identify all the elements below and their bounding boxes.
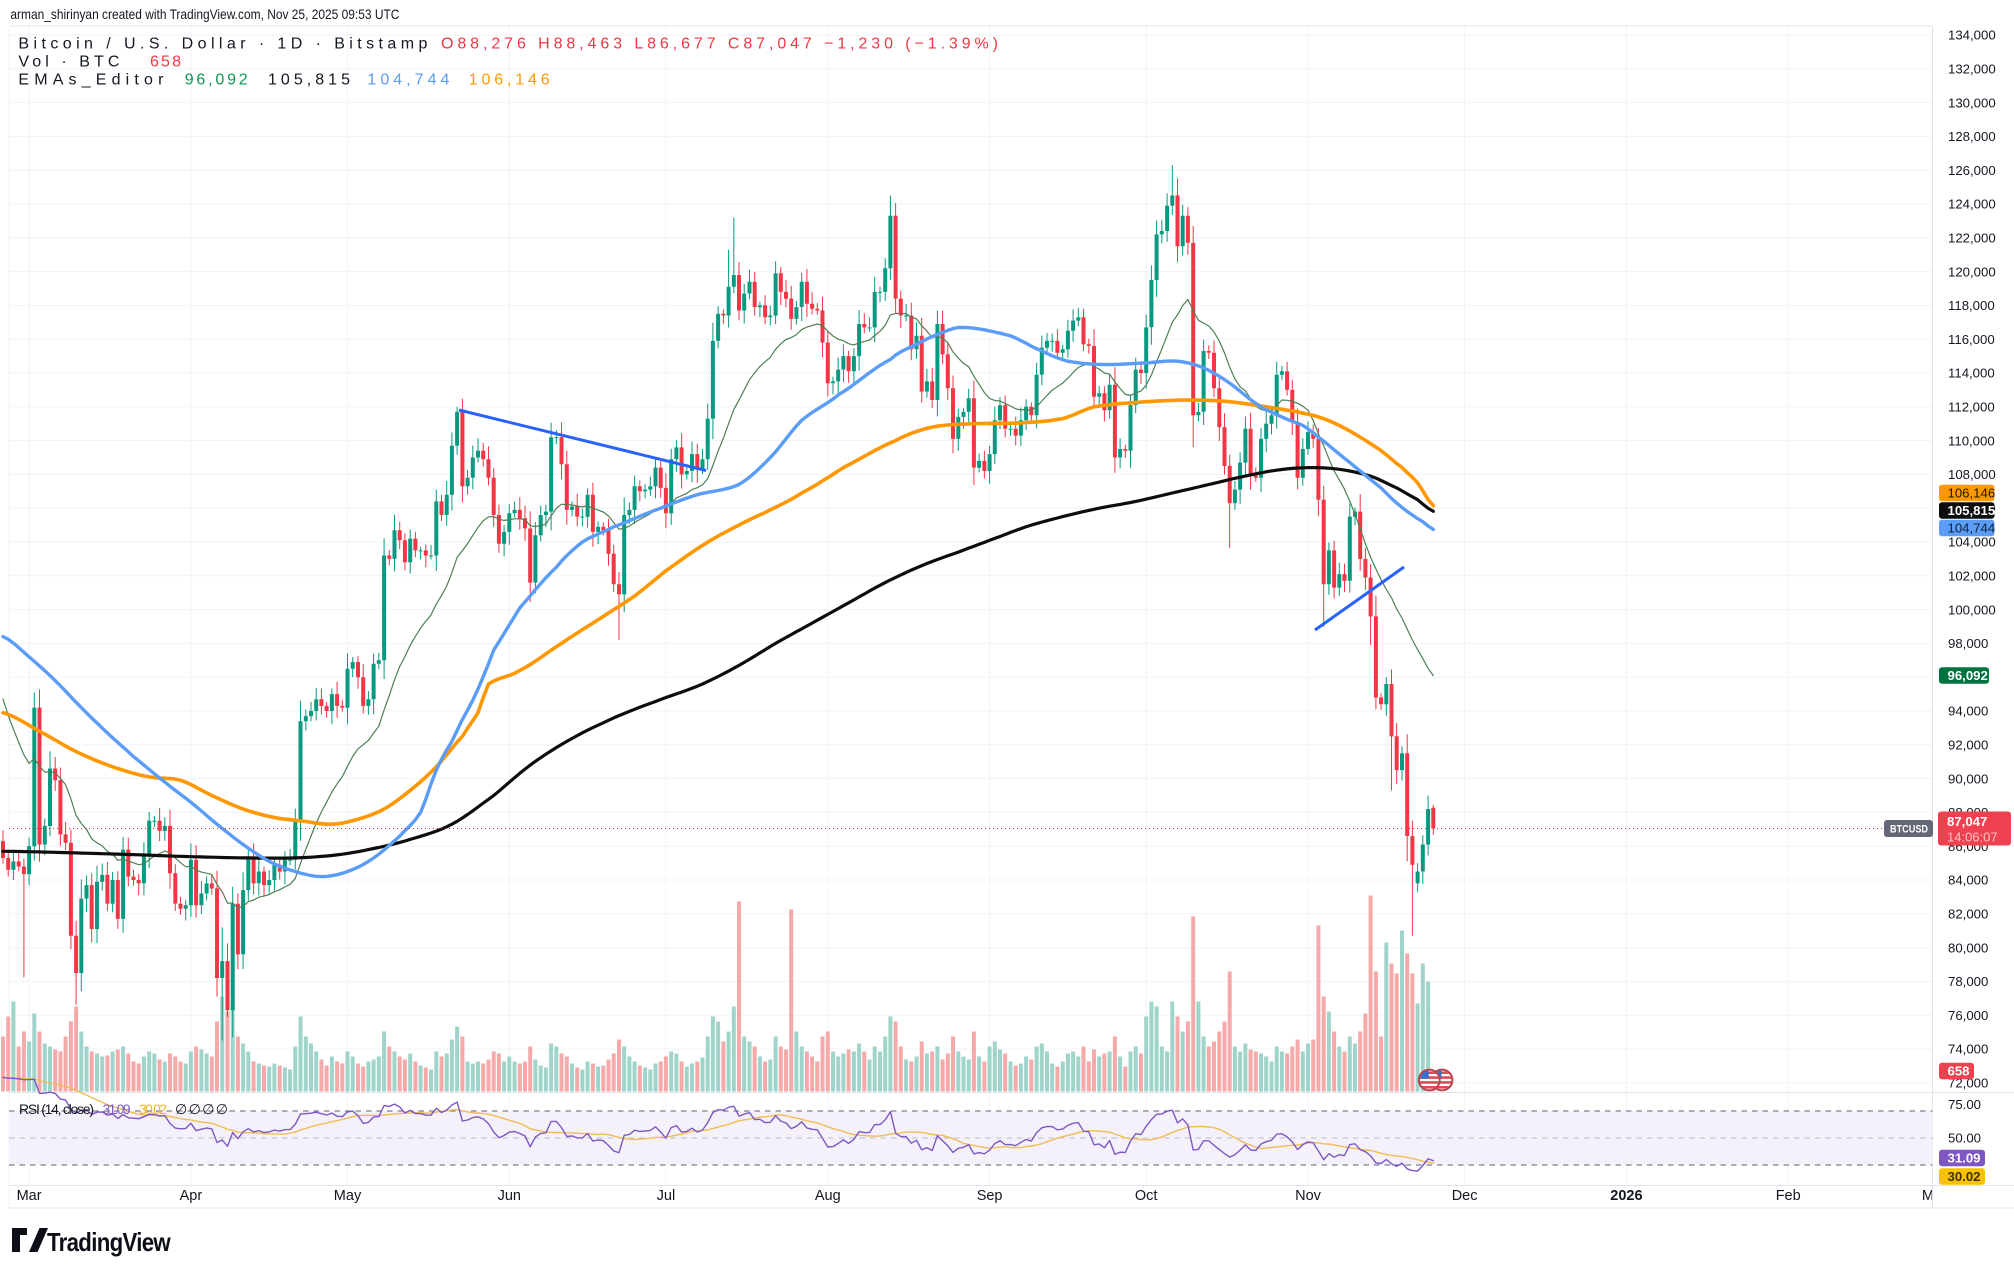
svg-text:114,000: 114,000 [1948, 366, 1995, 381]
svg-text:14:06:07: 14:06:07 [1947, 830, 1998, 845]
svg-text:118,000: 118,000 [1948, 298, 1995, 313]
svg-text:104,744: 104,744 [1948, 521, 1996, 536]
svg-text:50.00: 50.00 [1948, 1131, 1981, 1146]
svg-text:94,000: 94,000 [1948, 704, 1988, 719]
svg-text:Nov: Nov [1295, 1188, 1322, 1204]
svg-text:82,000: 82,000 [1948, 907, 1988, 922]
svg-text:105,815: 105,815 [1948, 503, 1996, 518]
svg-text:78,000: 78,000 [1948, 974, 1988, 989]
svg-text:Bitcoin / U.S. Dollar · 1D · B: Bitcoin / U.S. Dollar · 1D · Bitstamp O88… [18, 36, 998, 53]
svg-text:Apr: Apr [180, 1188, 203, 1204]
svg-text:Dec: Dec [1452, 1188, 1478, 1204]
svg-text:2026: 2026 [1610, 1188, 1642, 1204]
svg-text:108,000: 108,000 [1948, 467, 1996, 482]
svg-text:TradingView: TradingView [47, 1227, 171, 1257]
svg-text:106,146: 106,146 [1948, 486, 1996, 501]
svg-text:75.00: 75.00 [1948, 1097, 1981, 1112]
svg-text:658: 658 [1948, 1064, 1970, 1079]
svg-text:110,000: 110,000 [1948, 433, 1995, 448]
svg-text:Jun: Jun [498, 1188, 521, 1204]
svg-text:122,000: 122,000 [1948, 231, 1996, 246]
svg-text:96,092: 96,092 [1948, 668, 1988, 683]
svg-text:130,000: 130,000 [1948, 95, 1996, 110]
svg-text:Feb: Feb [1776, 1188, 1801, 1204]
svg-text:112,000: 112,000 [1948, 400, 1995, 415]
svg-text:Oct: Oct [1135, 1188, 1158, 1204]
svg-text:Aug: Aug [815, 1188, 841, 1204]
svg-text:Mar: Mar [1922, 1188, 1947, 1204]
svg-text:30.02: 30.02 [1948, 1169, 1981, 1184]
svg-text:BTCUSD: BTCUSD [1890, 824, 1928, 836]
svg-text:126,000: 126,000 [1948, 163, 1996, 178]
svg-text:31.09: 31.09 [1948, 1151, 1981, 1166]
svg-text:80,000: 80,000 [1948, 940, 1988, 955]
svg-text:132,000: 132,000 [1948, 62, 1996, 77]
svg-text:124,000: 124,000 [1948, 197, 1996, 212]
svg-text:128,000: 128,000 [1948, 129, 1996, 144]
svg-text:100,000: 100,000 [1948, 602, 1996, 617]
svg-text:74,000: 74,000 [1948, 1042, 1988, 1057]
svg-text:May: May [334, 1188, 362, 1204]
svg-text:102,000: 102,000 [1948, 569, 1996, 584]
svg-text:92,000: 92,000 [1948, 738, 1988, 753]
svg-text:90,000: 90,000 [1948, 771, 1988, 786]
svg-text:116,000: 116,000 [1948, 332, 1995, 347]
svg-text:arman_shirinyan created with T: arman_shirinyan created with TradingView… [10, 6, 399, 22]
svg-text:120,000: 120,000 [1948, 264, 1996, 279]
svg-text:87,047: 87,047 [1947, 814, 1987, 829]
svg-text:Mar: Mar [17, 1188, 42, 1204]
svg-text:134,000: 134,000 [1948, 28, 1996, 43]
svg-text:98,000: 98,000 [1948, 636, 1988, 651]
svg-text:104,000: 104,000 [1948, 535, 1996, 550]
svg-text:Sep: Sep [977, 1188, 1003, 1204]
svg-text:Jul: Jul [657, 1188, 676, 1204]
svg-text:76,000: 76,000 [1948, 1008, 1988, 1023]
svg-text:84,000: 84,000 [1948, 873, 1988, 888]
